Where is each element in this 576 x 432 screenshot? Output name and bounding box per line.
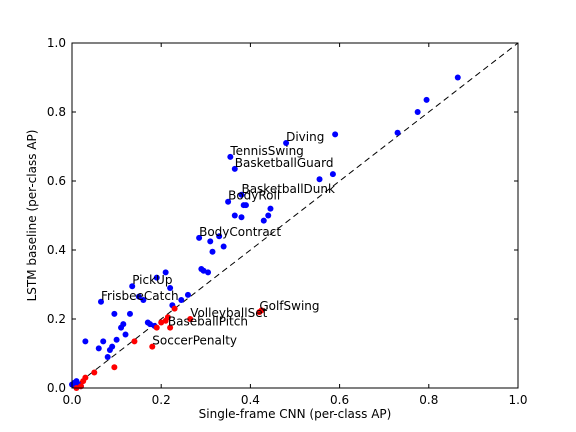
point-annotation: TennisSwing xyxy=(229,144,303,158)
scatter-point xyxy=(95,345,102,352)
scatter-point xyxy=(162,269,169,276)
scatter-point xyxy=(171,305,178,312)
scatter-point xyxy=(131,338,138,345)
scatter-point xyxy=(140,297,147,304)
scatter-point xyxy=(120,321,127,328)
scatter-point xyxy=(329,171,336,178)
diagonal-reference-line xyxy=(71,42,519,389)
scatter-point xyxy=(207,238,214,245)
scatter-point xyxy=(184,291,191,298)
y-axis-title: LSTM baseline (per-class AP) xyxy=(25,130,39,302)
scatter-point xyxy=(220,243,227,250)
points-layer xyxy=(69,74,461,391)
point-annotation: GolfSwing xyxy=(259,299,319,313)
scatter-point xyxy=(167,284,174,291)
scatter-point xyxy=(394,129,401,136)
point-annotation: BasketballGuard xyxy=(235,156,334,170)
scatter-point xyxy=(316,176,323,183)
scatter-point xyxy=(265,212,272,219)
plot-frame xyxy=(71,42,519,389)
scatter-point xyxy=(153,274,160,281)
scatter-point xyxy=(91,369,98,376)
point-annotation: PickUp xyxy=(132,273,172,287)
scatter-point xyxy=(242,202,249,209)
scatter-point xyxy=(167,324,174,331)
x-tick-label: 0.8 xyxy=(419,393,438,407)
x-tick-label: 0.6 xyxy=(330,393,349,407)
scatter-point xyxy=(82,374,89,381)
x-tick-label: 1.0 xyxy=(508,393,527,407)
scatter-point xyxy=(135,293,142,300)
scatter-point xyxy=(129,283,136,290)
reference-line-layer xyxy=(71,42,519,389)
scatter-point xyxy=(258,307,265,314)
scatter-point xyxy=(205,269,212,276)
scatter-point xyxy=(231,212,238,219)
y-tick-label: 1.0 xyxy=(47,36,66,50)
point-annotation: BasketballDunk xyxy=(241,182,335,196)
point-annotation: SoccerPenalty xyxy=(152,334,237,348)
scatter-point xyxy=(111,310,118,317)
point-annotation: FrisbeeCatch xyxy=(101,289,179,303)
y-tick-label: 0.0 xyxy=(47,381,66,395)
point-annotation: VolleyballSet xyxy=(190,306,267,320)
ticks-layer: 0.0 0.2 0.4 0.6 0.8 1.0 0.0 0.2 0.4 0.6 0.8 1.0 xyxy=(47,36,528,407)
scatter-point xyxy=(113,336,120,343)
scatter-point xyxy=(187,316,194,322)
scatter-point xyxy=(225,198,232,205)
point-annotation: BodyRoll xyxy=(228,189,280,203)
scatter-point xyxy=(260,217,267,224)
scatter-point xyxy=(332,131,339,138)
x-tick-label: 0.2 xyxy=(152,393,171,407)
y-tick-label: 0.4 xyxy=(47,243,66,257)
y-tick-label: 0.2 xyxy=(47,312,66,326)
scatter-point xyxy=(227,153,234,160)
point-annotation: BaseballPitch xyxy=(168,315,248,329)
scatter-point xyxy=(238,214,245,221)
point-annotation: Diving xyxy=(286,130,324,144)
scatter-point xyxy=(178,297,185,304)
scatter-point xyxy=(122,331,129,338)
scatter-point xyxy=(149,343,156,350)
scatter-point xyxy=(423,96,430,103)
scatter-point xyxy=(164,314,171,321)
scatter-point xyxy=(109,343,116,350)
y-tick-label: 0.6 xyxy=(47,174,66,188)
scatter-point xyxy=(126,310,133,317)
scatter-point xyxy=(216,233,223,240)
scatter-point xyxy=(414,109,421,115)
x-axis-title: Single-frame CNN (per-class AP) xyxy=(199,407,392,421)
scatter-point xyxy=(111,364,118,371)
scatter-point xyxy=(196,234,203,241)
y-tick-label: 0.8 xyxy=(47,105,66,119)
point-annotation: BodyContract xyxy=(199,225,281,239)
x-tick-label: 0.0 xyxy=(62,393,81,407)
scatter-point xyxy=(238,191,245,198)
scatter-point xyxy=(209,248,216,255)
scatter-point xyxy=(104,353,111,360)
scatter-point xyxy=(153,324,160,331)
scatter-point xyxy=(82,338,89,345)
scatter-point xyxy=(267,205,274,212)
x-tick-label: 0.4 xyxy=(241,393,260,407)
scatter-point xyxy=(97,298,104,305)
scatter-point xyxy=(100,338,107,345)
scatter-point xyxy=(454,74,461,81)
scatter-point xyxy=(231,165,238,172)
scatter-point xyxy=(283,140,290,147)
